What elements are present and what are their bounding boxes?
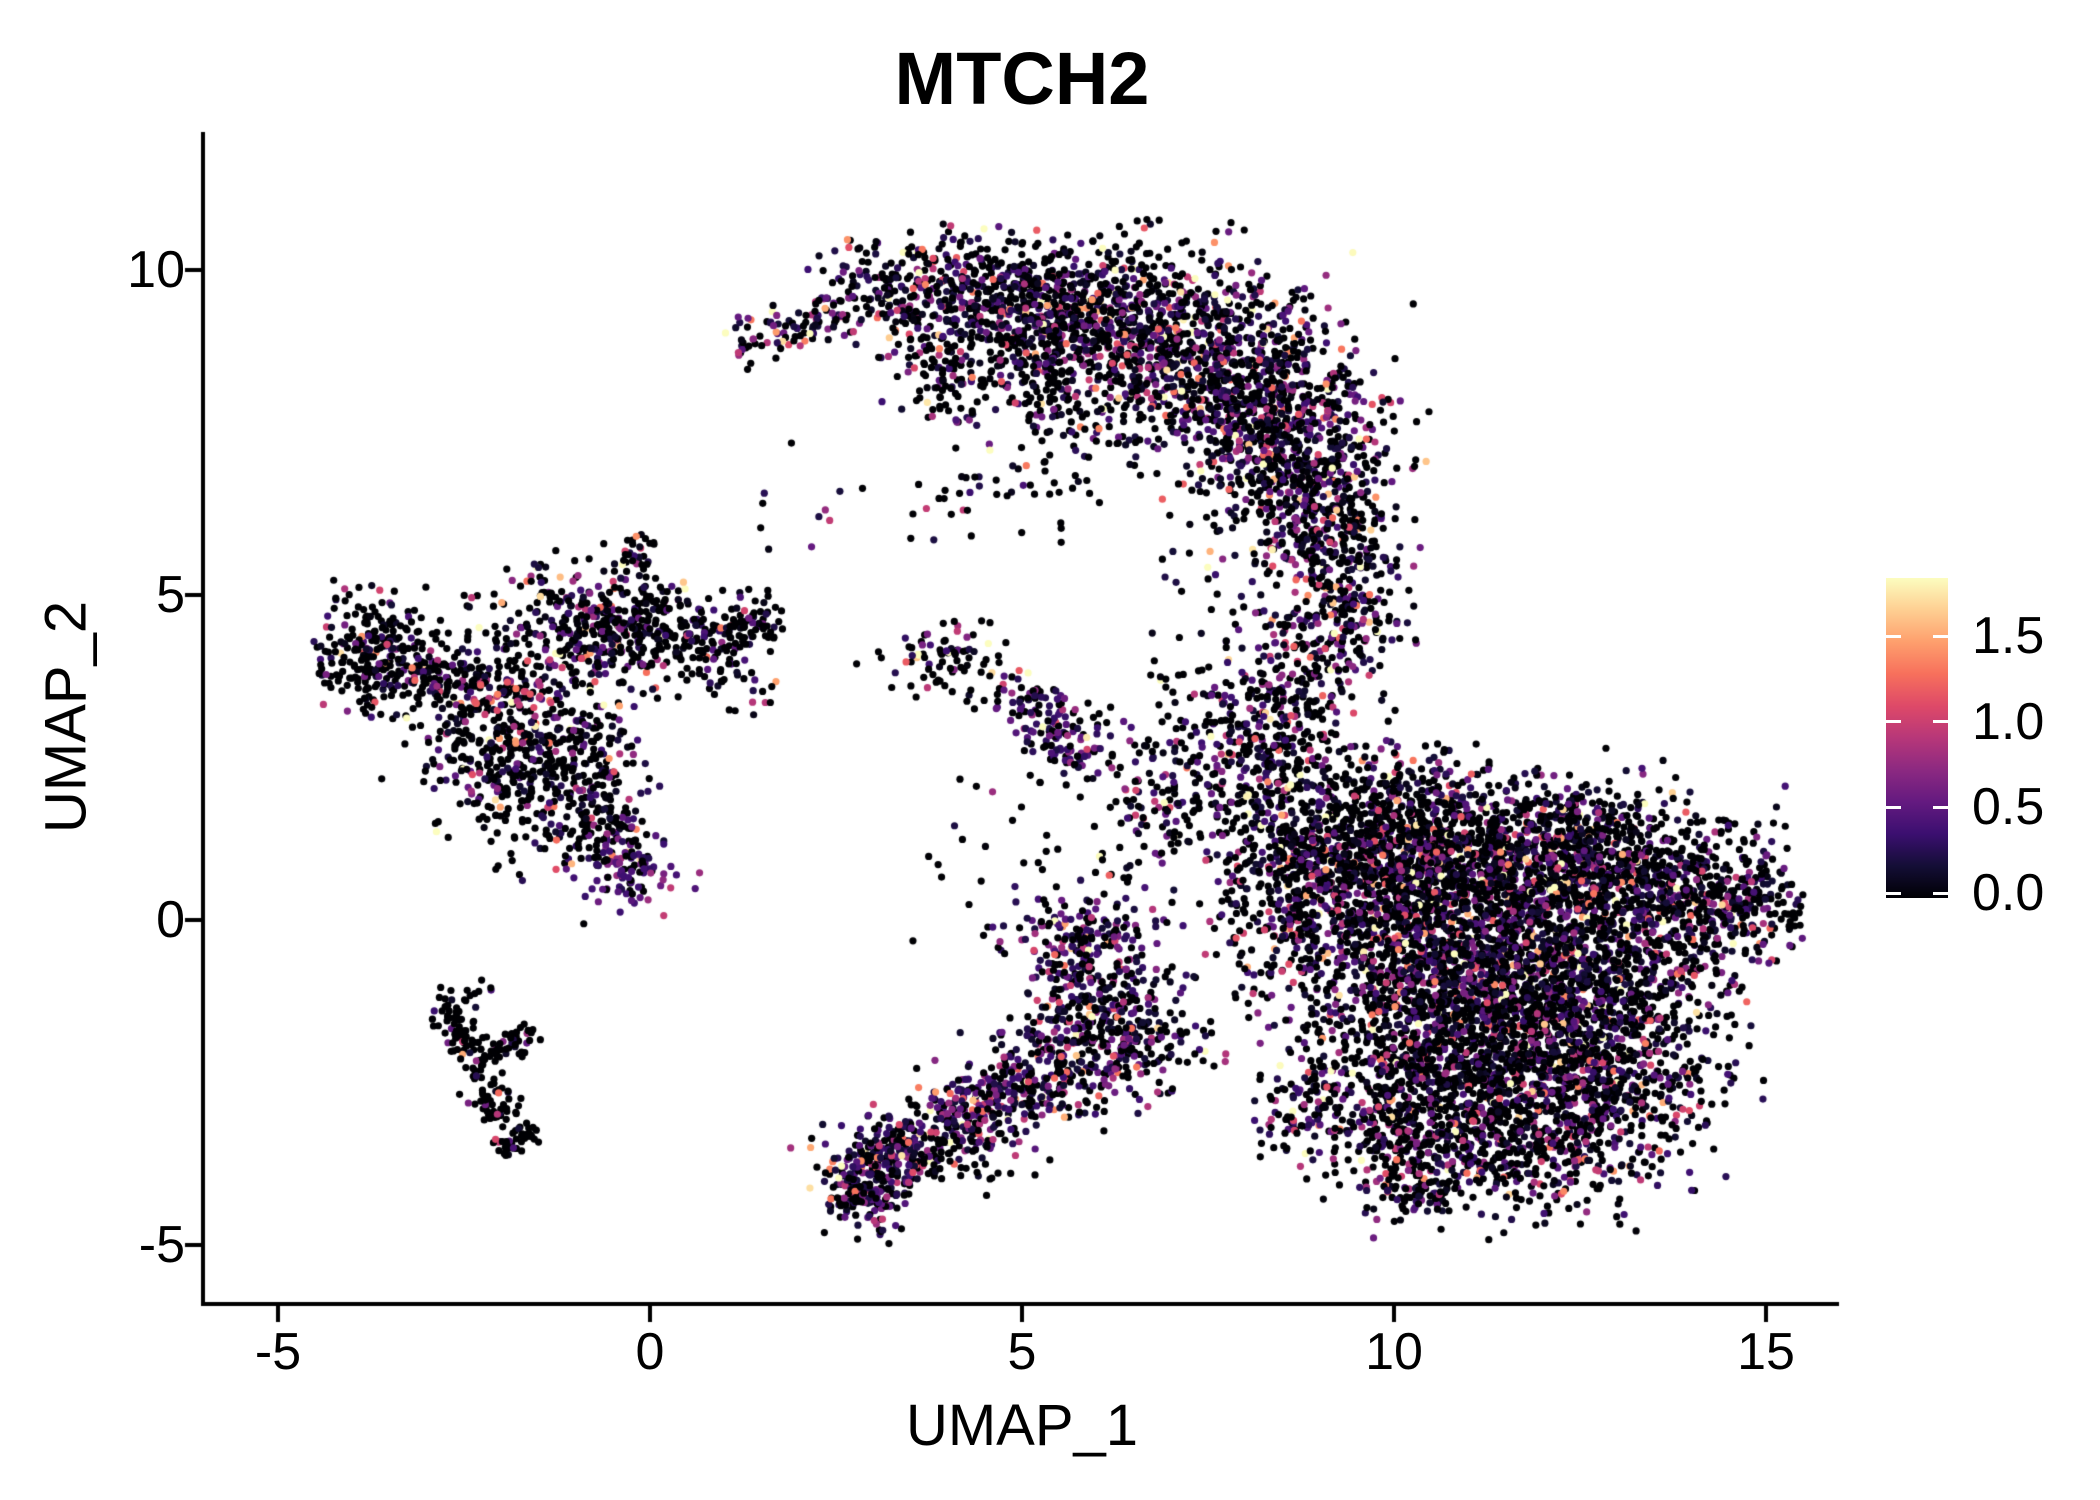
colorbar-tick-mark [1933, 805, 1948, 809]
plot-title: MTCH2 [894, 37, 1150, 120]
x-tick-label: 10 [1365, 1323, 1423, 1381]
colorbar-gradient [1886, 578, 1948, 898]
y-tick-label: -5 [138, 1216, 185, 1274]
colorbar-tick-mark [1933, 891, 1948, 895]
colorbar-tick-label: 0.0 [1972, 864, 2045, 922]
y-tick-label: 5 [156, 566, 185, 624]
colorbar-tick-label: 1.5 [1972, 607, 2045, 666]
colorbar-tick-mark [1886, 805, 1901, 809]
y-axis-title: UMAP_2 [33, 600, 99, 834]
colorbar-tick-label: 1.0 [1972, 692, 2045, 751]
x-tick-label: 15 [1737, 1323, 1795, 1381]
colorbar-tick-label: 0.5 [1972, 778, 2045, 837]
x-tick-label: 5 [1007, 1323, 1037, 1381]
y-tick-label: 10 [127, 241, 185, 299]
colorbar-tick-mark [1933, 720, 1948, 724]
x-tick-label: 0 [635, 1323, 665, 1381]
colorbar-tick-mark [1886, 634, 1901, 638]
colorbar-tick-mark [1933, 634, 1948, 638]
x-tick-label: -5 [254, 1323, 302, 1381]
colorbar-tick-mark [1886, 720, 1901, 724]
colorbar-tick-mark [1886, 891, 1901, 895]
x-axis-title: UMAP_1 [905, 1393, 1139, 1458]
y-tick-label: 0 [156, 891, 185, 949]
